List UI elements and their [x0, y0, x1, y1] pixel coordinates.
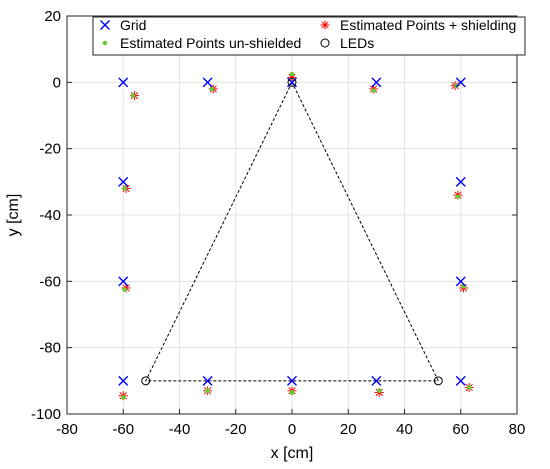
- point-dot: [122, 287, 127, 292]
- point-circle: [433, 376, 443, 386]
- point-dot: [289, 390, 295, 395]
- legend-swatch-x: [100, 20, 110, 30]
- x-tick-label: 80: [509, 421, 526, 438]
- y-tick-label: -60: [39, 273, 61, 290]
- point-dot: [130, 93, 136, 98]
- legend-entry: Estimated Points un-shielded: [102, 35, 301, 51]
- point-x: [118, 176, 129, 187]
- x-tick-label: -80: [56, 421, 78, 438]
- y-tick-label: -40: [39, 207, 61, 224]
- point-x: [371, 77, 382, 88]
- point-x: [118, 375, 129, 386]
- point-dot: [371, 88, 376, 93]
- point-x: [455, 77, 466, 88]
- y-tick-label: -80: [39, 340, 61, 357]
- x-tick-label: 20: [340, 421, 357, 438]
- point-dot: [205, 388, 210, 394]
- point-x: [118, 77, 129, 88]
- data-points: [118, 71, 474, 401]
- y-tick-label: 0: [53, 74, 61, 91]
- legend-swatch-circle: [320, 38, 330, 48]
- x-tick-label: -40: [169, 421, 191, 438]
- point-dot: [466, 385, 472, 390]
- point-x: [455, 176, 466, 187]
- point-dot: [376, 388, 382, 394]
- legend-swatch-dot: [102, 40, 108, 46]
- y-tick-label: 20: [44, 8, 61, 25]
- point-x: [202, 375, 213, 386]
- legend-label: Grid: [120, 17, 146, 33]
- point-dot: [122, 186, 127, 191]
- legend-entry: LEDs: [320, 35, 374, 51]
- point-x: [371, 375, 382, 386]
- y-tick-label: -20: [39, 141, 61, 158]
- legend: Grid Estimated Points + shielding Estimate…: [92, 16, 526, 56]
- point-x: [455, 276, 466, 287]
- legend-box: [92, 16, 526, 56]
- x-tick-label: 60: [452, 421, 469, 438]
- x-tick-label: -60: [112, 421, 134, 438]
- x-tick-label: 0: [288, 421, 296, 438]
- point-circle: [287, 77, 297, 87]
- point-x: [455, 375, 466, 386]
- y-tick-label: -100: [31, 406, 61, 423]
- point-x: [118, 276, 129, 287]
- legend-entry: Estimated Points + shielding: [320, 17, 516, 33]
- point-x: [287, 375, 297, 386]
- point-dot: [120, 395, 126, 400]
- y-axis-label: y [cm]: [5, 194, 22, 237]
- led-triangle-line: [144, 82, 440, 382]
- x-axis-label: x [cm]: [271, 445, 314, 462]
- legend-swatch-asterisk: [320, 20, 330, 30]
- led-triangle-outline: [144, 82, 440, 382]
- legend-entry: Grid: [100, 17, 146, 33]
- point-circle: [141, 376, 151, 386]
- legend-label: Estimated Points + shielding: [340, 17, 516, 33]
- point-dot: [455, 194, 461, 200]
- point-dot: [209, 86, 215, 92]
- legend-label: LEDs: [340, 35, 374, 51]
- x-tick-label: 40: [396, 421, 413, 438]
- point-dot: [289, 71, 295, 77]
- grid-lines: [66, 15, 518, 415]
- x-tick-label: -20: [225, 421, 247, 438]
- legend-label: Estimated Points un-shielded: [120, 35, 301, 51]
- point-x: [202, 77, 213, 88]
